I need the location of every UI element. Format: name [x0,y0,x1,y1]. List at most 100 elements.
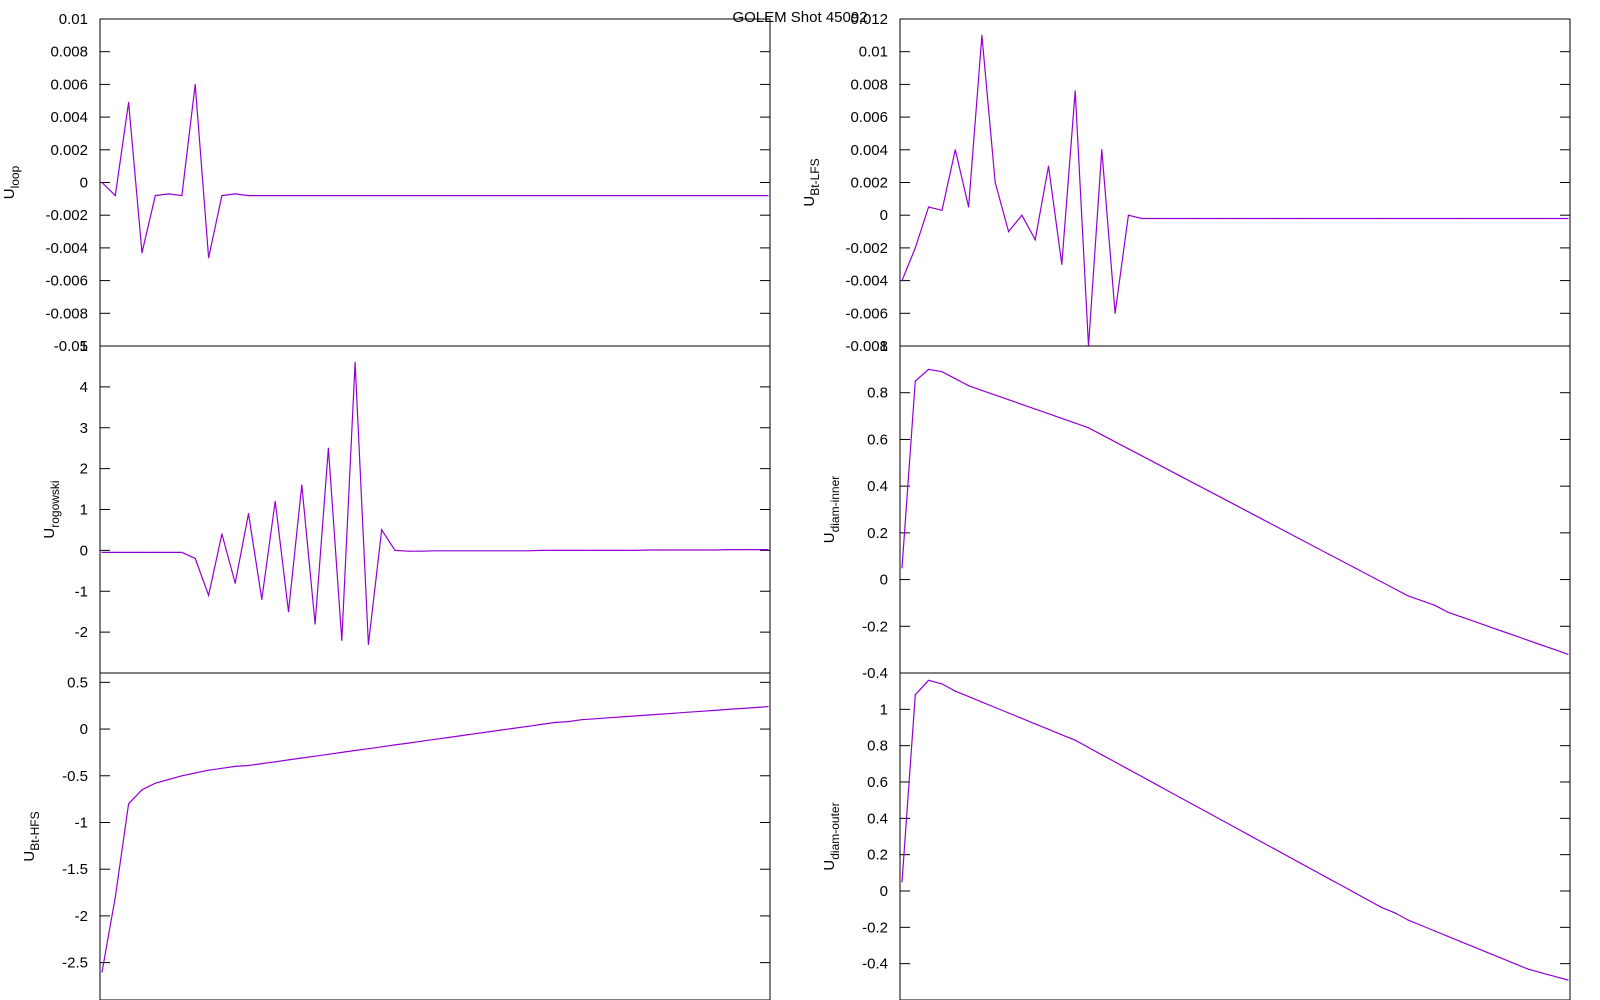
data-point [487,731,489,733]
data-point [461,550,463,552]
data-point [1261,518,1263,520]
data-point [221,195,223,197]
data-point [941,683,943,685]
series-line-Bt-HFS [101,706,769,973]
data-point [168,193,170,195]
data-point [1234,826,1236,829]
data-point [968,206,970,208]
data-point [660,549,663,551]
y-tick-label: 0 [880,207,888,224]
data-point [954,690,956,692]
data-point [274,195,276,197]
y-tick-label: 0.6 [867,431,888,448]
data-point [594,549,596,552]
data-point [354,749,356,752]
data-point [541,195,543,197]
data-point [1034,239,1036,241]
data-point [1181,217,1183,220]
y-tick-label: 0.006 [850,109,888,126]
data-point [154,195,156,197]
data-point [541,549,543,552]
series-line-loop [101,84,768,258]
data-point [1167,217,1169,220]
y-tick-label: 0.6 [867,774,888,791]
data-point [647,714,649,716]
data-point [1527,217,1529,220]
data-point [247,513,250,515]
data-point [367,748,369,750]
data-point [687,195,689,197]
y-tick-label: 4 [80,379,88,396]
data-point [261,763,263,765]
data-point [1061,417,1063,419]
data-point [1127,448,1129,450]
y-tick-label: -0.002 [45,207,88,224]
y-tick-label: 0.004 [850,142,888,159]
y-tick-label: 1 [80,502,88,519]
data-point [660,713,663,715]
data-point [1221,217,1223,220]
series-line-diam-inner [901,368,1569,655]
y-tick-label: 0.01 [59,11,88,28]
data-point [1287,217,1289,220]
data-point [1514,963,1516,965]
data-point [1194,483,1196,485]
data-point [1221,819,1223,821]
data-point [287,195,290,197]
data-point [767,549,769,551]
data-point [1154,783,1156,785]
data-point [994,706,996,709]
data-point [1554,975,1556,978]
y-tick-label: 0 [880,572,888,589]
data-point [754,549,756,551]
y-tick-label: -0.2 [862,919,888,936]
data-point [354,361,356,363]
data-point [194,557,196,560]
y-tick-label: -1 [75,583,88,600]
data-point [527,725,529,727]
panel-diam-inner: -0.4 -0.2 0 0.2 0.4 0.6 0.8 1 Udiam-inner [821,338,1571,682]
data-point [381,529,383,531]
y-tick-label: -0.008 [845,338,888,355]
data-point [1407,217,1409,220]
data-point [487,195,489,197]
data-point [1021,214,1023,216]
data-point [487,550,489,552]
data-point [968,696,970,698]
data-point [128,551,130,554]
data-point [1114,312,1116,314]
data-point [981,34,983,37]
data-point [1460,616,1462,618]
data-point [1167,469,1169,471]
data-point [327,195,329,197]
data-point [1141,775,1143,778]
data-point [1434,217,1436,220]
data-point [1367,574,1369,576]
data-point [941,371,943,373]
data-point [687,711,689,713]
data-point [287,759,290,761]
data-point [1394,588,1396,590]
y-tick-label: 5 [80,338,88,355]
data-point [181,775,183,777]
data-point [1420,600,1423,602]
data-point [354,195,356,197]
data-point [1354,217,1356,220]
data-point [1047,165,1050,167]
panel-diam-outer: -0.4 -0.2 0 0.2 0.4 0.6 0.8 1 Udiam-outer [821,672,1571,1000]
y-tick-label: 2 [80,461,88,478]
data-point [1447,611,1449,613]
data-point [474,733,476,735]
y-tick-label: 0.5 [67,674,88,691]
y-tick-label: 0 [80,721,88,738]
data-point [1287,532,1289,534]
data-point [114,195,116,197]
data-point [394,549,396,552]
series-line-diam-outer [901,679,1569,981]
data-point [1234,504,1236,506]
data-point [1181,797,1183,800]
data-point [407,742,409,744]
panel-Bt-HFS: -2.5 -2 -1.5 -1 -0.5 0 0.5 UBt-HFS [21,672,771,1000]
data-point [1314,217,1316,220]
